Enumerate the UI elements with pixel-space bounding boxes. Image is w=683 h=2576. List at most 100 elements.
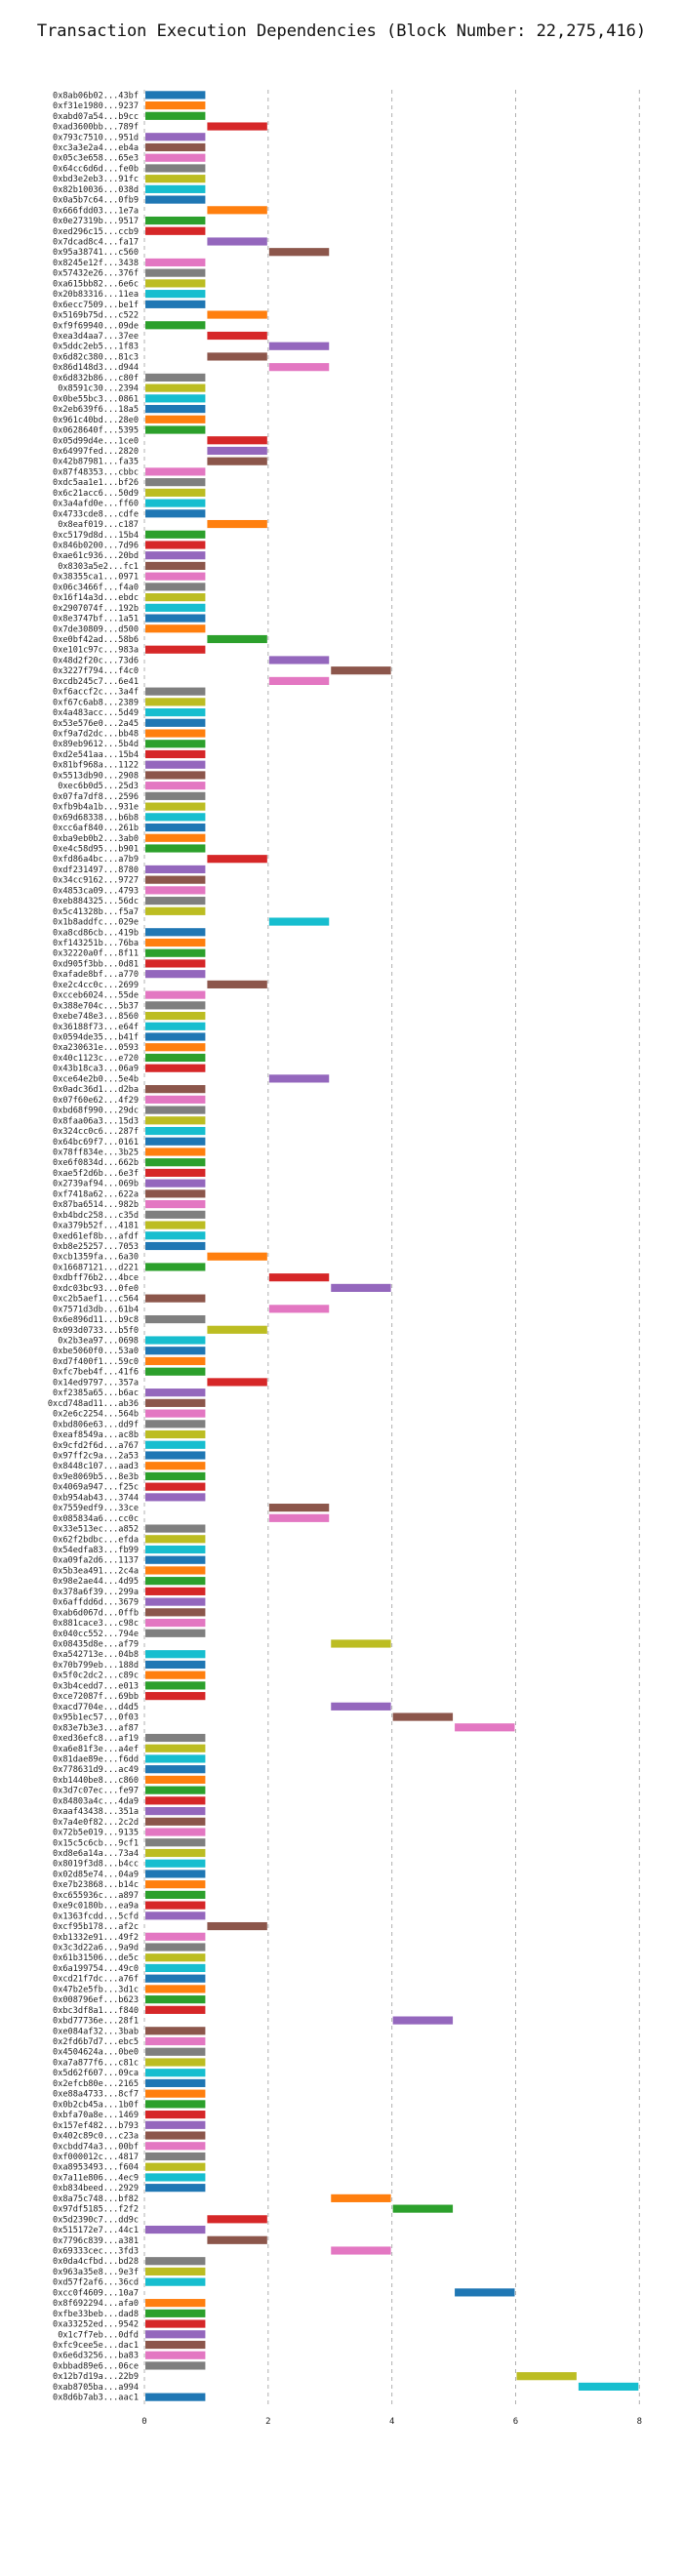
bar: [145, 833, 206, 842]
tx-label: 0x1b8addfc...029e: [53, 918, 139, 928]
bar: [145, 133, 206, 141]
bar: [145, 2058, 206, 2067]
tx-label: 0xf9f69940...09de: [53, 321, 139, 331]
bar: [145, 1890, 206, 1899]
tx-label: 0x8eaf019...c187: [58, 520, 139, 530]
tx-label: 0x793c7510...951d: [53, 133, 139, 142]
bar: [145, 970, 206, 979]
tx-label: 0x7571d3db...61b4: [53, 1305, 139, 1314]
bar: [145, 802, 206, 811]
bar: [145, 2309, 206, 2317]
tx-label: 0x64bc69f7...0161: [53, 1138, 139, 1147]
bar: [145, 603, 206, 612]
tx-label: 0x1c7f7eb...0dfd: [58, 2330, 139, 2340]
bar: [145, 530, 206, 539]
tx-label: 0xa230631e...0593: [53, 1043, 139, 1053]
tx-label: 0x38355ca1...0971: [53, 573, 139, 583]
tx-label: 0x69d68338...b6b8: [53, 813, 139, 823]
tx-label: 0x57432e26...376f: [53, 269, 139, 279]
tx-label: 0xa615bb82...6e6c: [53, 279, 139, 289]
bar: [145, 875, 206, 884]
tx-label: 0x78ff834e...3b25: [53, 1147, 139, 1157]
tx-label: 0x07fa7df8...2596: [53, 792, 139, 802]
tx-label: 0x95a38741...c560: [53, 248, 139, 258]
tx-label: 0x16687121...d221: [53, 1263, 139, 1272]
tx-label: 0x05d99d4e...1ce0: [53, 436, 139, 446]
tx-label: 0x84803a4c...4da9: [53, 1796, 139, 1806]
tx-label: 0x62f2bdbc...efda: [53, 1535, 139, 1545]
bar: [145, 405, 206, 414]
bar: [145, 1670, 206, 1679]
tx-label: 0x5f0c2dc2...c89c: [53, 1671, 139, 1681]
tx-label: 0xae61c936...20bd: [53, 551, 139, 561]
bar: [145, 2361, 206, 2370]
bar: [145, 1848, 206, 1858]
tx-label: 0xa6e81f3e...a4ef: [53, 1745, 139, 1754]
bar: [207, 457, 267, 465]
tx-label: 0xbd3e2eb3...91fc: [53, 175, 139, 184]
bar: [145, 1681, 206, 1690]
bar: [145, 1943, 206, 1952]
x-tick-label: 0: [141, 2417, 146, 2427]
tx-label: 0x54edfa83...fb99: [53, 1546, 139, 1555]
tx-label: 0x9cfd2f6d...a767: [53, 1441, 139, 1451]
bar: [145, 624, 206, 633]
bar: [145, 687, 206, 696]
bar: [145, 1095, 206, 1104]
bar: [145, 1545, 206, 1554]
tx-label: 0x324cc0c6...287f: [53, 1127, 139, 1137]
tx-label: 0x2b3ea97...0698: [58, 1337, 139, 1347]
bar: [268, 656, 330, 664]
bar: [145, 1870, 206, 1878]
tx-label: 0x95b1ec57...0f03: [53, 1713, 139, 1723]
tx-label: 0x846b0200...7d96: [53, 541, 139, 550]
bar: [145, 415, 206, 423]
tx-label: 0xed36efc8...af19: [53, 1734, 139, 1744]
tx-label: 0x4a483acc...5d49: [53, 708, 139, 718]
tx-label: 0x4853ca09...4793: [53, 886, 139, 896]
bar: [207, 855, 267, 864]
tx-label: 0x6c21acc6...50d9: [53, 489, 139, 499]
tx-label: 0xeb884325...56dc: [53, 897, 139, 906]
tx-label: 0xa09fa2d6...1137: [53, 1556, 139, 1566]
tx-label: 0x0da4cfbd...bd28: [53, 2257, 139, 2267]
tx-label: 0x8303a5e2...fc1: [58, 562, 139, 572]
tx-label: 0xfb9b4a1b...931e: [53, 803, 139, 813]
tx-label: 0x6e896d11...b9c8: [53, 1315, 139, 1325]
tx-label: 0x5d62f607...09ca: [53, 2069, 139, 2078]
tx-label: 0xce72087f...69bb: [53, 1692, 139, 1702]
bar: [145, 541, 206, 549]
tx-label: 0xbd77736e...28f1: [53, 2017, 139, 2027]
bar: [145, 268, 206, 277]
bar: [145, 2100, 206, 2109]
bar: [268, 363, 330, 372]
tx-label: 0xa542713e...04b8: [53, 1650, 139, 1660]
bar: [145, 373, 206, 382]
tx-label: 0xaaf43438...351a: [53, 1807, 139, 1817]
tx-label: 0x72b5e019...9135: [53, 1829, 139, 1838]
tx-label: 0x961c40bd...28e0: [53, 416, 139, 425]
bar: [145, 226, 206, 235]
bar: [145, 1608, 206, 1617]
bar: [207, 980, 267, 988]
bar: [145, 2047, 206, 2056]
tx-label: 0x402c89c0...c23a: [53, 2132, 139, 2142]
tx-label: 0xb1332e91...49f2: [53, 1933, 139, 1943]
bar: [145, 1577, 206, 1586]
tx-label: 0x515172e7...44c1: [53, 2226, 139, 2235]
tx-label: 0x2739af94...069b: [53, 1180, 139, 1189]
bar: [145, 2142, 206, 2151]
tx-label: 0x8a75c748...bf82: [53, 2194, 139, 2204]
bar: [145, 1263, 206, 1271]
bar: [145, 1524, 206, 1533]
bar: [145, 1660, 206, 1670]
tx-label: 0xab6d067d...0ffb: [53, 1608, 139, 1618]
tx-label: 0xbe5060f0...53a0: [53, 1347, 139, 1356]
tx-label: 0x69333cec...3fd3: [53, 2247, 139, 2257]
tx-label: 0xfc7beb4f...41f6: [53, 1368, 139, 1378]
bar: [145, 279, 206, 288]
bar: [145, 1985, 206, 1993]
bar: [145, 153, 206, 162]
tx-label: 0x86d148d3...d944: [53, 363, 139, 373]
tx-label: 0x81dae89e...f6dd: [53, 1754, 139, 1764]
